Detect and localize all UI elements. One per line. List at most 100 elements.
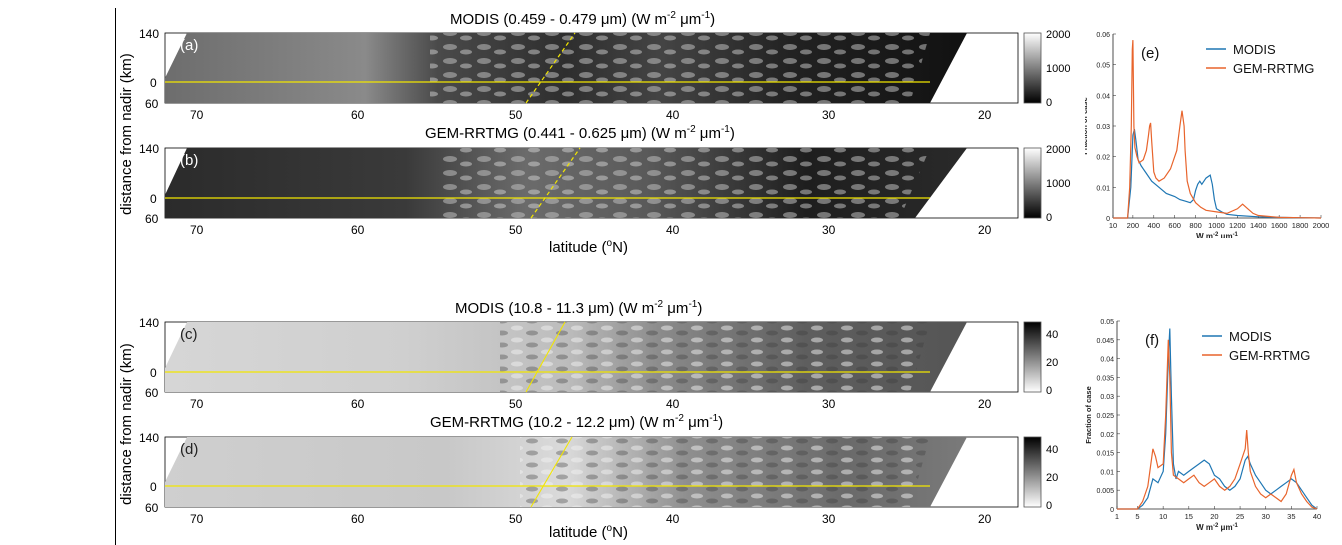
y-tick-label: 0.045 xyxy=(1096,338,1114,345)
lat-tick-70: 70 xyxy=(190,397,204,411)
ytick-b-140: 140 xyxy=(139,142,160,156)
colorbar-b xyxy=(1023,147,1042,219)
x-tick-label: 15 xyxy=(1185,512,1193,521)
cb-b-tick-mid: 1000 xyxy=(1046,178,1071,190)
x-tick-label: 5 xyxy=(1135,512,1139,521)
y-tick-label: 0.025 xyxy=(1096,413,1114,420)
y-tick-label: 0.03 xyxy=(1100,394,1114,401)
colorbar-d xyxy=(1023,436,1042,508)
panel-b-image xyxy=(164,147,1019,219)
lat-tick-20: 20 xyxy=(978,512,992,526)
lat-tick-50: 50 xyxy=(509,108,523,122)
panel-d-title: GEM-RRTMG (10.2 - 12.2 μm) (W m-2 μm-1) xyxy=(430,413,724,431)
lat-tick-60: 60 xyxy=(351,223,365,237)
lat-tick-30: 30 xyxy=(822,223,836,237)
x-tick-label: 1600 xyxy=(1271,221,1288,230)
panel-c-label: (c) xyxy=(180,326,198,343)
ytick-d-140: 140 xyxy=(139,431,160,445)
y-tick-label: 0.005 xyxy=(1096,488,1114,495)
ytick-d-60: 60 xyxy=(145,501,159,515)
cb-a-tick-mid: 1000 xyxy=(1046,63,1071,75)
lat-tick-70: 70 xyxy=(190,108,204,122)
ytick-b-60: 60 xyxy=(145,212,159,226)
x-tick-label: 40 xyxy=(1313,512,1321,521)
cb-c-tick-bot: 0 xyxy=(1046,385,1053,397)
lat-tick-20: 20 xyxy=(978,397,992,411)
y-axis-label-bottom: distance from nadir (km) xyxy=(118,343,135,505)
x-tick-label: 2000 xyxy=(1313,221,1330,230)
x-tick-label: 10 xyxy=(1109,221,1117,230)
series-line-gem-rrtmg xyxy=(1117,339,1318,510)
y-tick-label: 0.02 xyxy=(1096,155,1110,162)
x-tick-label: 1200 xyxy=(1229,221,1246,230)
ytick-a-60: 60 xyxy=(145,97,159,111)
lat-tick-30: 30 xyxy=(822,108,836,122)
ytick-b-0: 0 xyxy=(150,192,157,206)
cb-c-tick-mid: 20 xyxy=(1046,357,1059,369)
y-tick-label: 0.03 xyxy=(1096,124,1110,131)
x-tick-label: 600 xyxy=(1168,221,1181,230)
panel-a-label: (a) xyxy=(180,37,199,54)
colorbar-a xyxy=(1023,32,1042,104)
x-axis-label: W m-2 μm-1 xyxy=(1196,232,1238,238)
lat-tick-60: 60 xyxy=(351,397,365,411)
y-tick-label: 0.05 xyxy=(1100,319,1114,326)
histogram-chart-e: 0 0.01 0.02 0.03 0.04 0.05 0.06 10 200 400 600 800 1… xyxy=(1085,32,1330,238)
y-tick-label: 0 xyxy=(1106,216,1110,223)
histogram-chart-f: 0 0.005 0.01 0.015 0.02 0.025 0.03 0.035 0.04 0.0… xyxy=(1085,319,1321,532)
ytick-c-60: 60 xyxy=(145,386,159,400)
panel-d-label: (d) xyxy=(180,441,199,458)
x-tick-label: 20 xyxy=(1210,512,1218,521)
series-line-gem-rrtmg xyxy=(1113,40,1322,219)
x-tick-label: 30 xyxy=(1262,512,1270,521)
x-axis-label-bottom: latitude (oN) xyxy=(549,523,628,541)
panel-b-title: GEM-RRTMG (0.441 - 0.625 μm) (W m-2 μm-1… xyxy=(425,124,735,142)
cb-d-tick-top: 40 xyxy=(1046,444,1059,456)
lat-tick-70: 70 xyxy=(190,223,204,237)
lat-tick-50: 50 xyxy=(509,512,523,526)
lat-tick-30: 30 xyxy=(822,512,836,526)
x-tick-label: 1 xyxy=(1115,512,1119,521)
panel-d-image xyxy=(164,436,1019,508)
cb-d-tick-mid: 20 xyxy=(1046,472,1059,484)
y-tick-label: 0.04 xyxy=(1100,357,1114,364)
legend-label: GEM-RRTMG xyxy=(1233,61,1314,76)
y-tick-label: 0.035 xyxy=(1096,375,1114,382)
ytick-c-140: 140 xyxy=(139,316,160,330)
y-tick-label: 0.015 xyxy=(1096,451,1114,458)
y-tick-label: 0.01 xyxy=(1096,185,1110,192)
lat-tick-20: 20 xyxy=(978,108,992,122)
cb-a-tick-top: 2000 xyxy=(1046,29,1071,41)
lat-tick-50: 50 xyxy=(509,223,523,237)
x-tick-label: 10 xyxy=(1159,512,1167,521)
y-tick-label: 0.05 xyxy=(1096,63,1110,70)
lat-tick-50: 50 xyxy=(509,397,523,411)
cb-a-tick-bot: 0 xyxy=(1046,97,1053,109)
panel-a-image xyxy=(164,32,1019,104)
colorbar-c xyxy=(1023,321,1042,393)
ytick-a-140: 140 xyxy=(139,27,160,41)
panel-b-label: (b) xyxy=(180,152,199,169)
panel-label: (f) xyxy=(1145,332,1159,349)
series-line-modis xyxy=(1113,128,1322,219)
ytick-d-0: 0 xyxy=(150,480,157,494)
y-tick-label: 0.06 xyxy=(1096,32,1110,39)
x-tick-label: 1000 xyxy=(1208,221,1225,230)
x-tick-label: 200 xyxy=(1127,221,1140,230)
x-axis-label-top: latitude (oN) xyxy=(549,238,628,256)
panel-a-title: MODIS (0.459 - 0.479 μm) (W m-2 μm-1) xyxy=(450,10,716,28)
x-tick-label: 1800 xyxy=(1292,221,1309,230)
x-tick-label: 1400 xyxy=(1250,221,1267,230)
ytick-a-0: 0 xyxy=(150,76,157,90)
lat-tick-40: 40 xyxy=(666,512,680,526)
lat-tick-40: 40 xyxy=(666,397,680,411)
x-axis-label: W m-2 μm-1 xyxy=(1196,523,1238,532)
x-tick-label: 35 xyxy=(1287,512,1295,521)
x-tick-label: 400 xyxy=(1148,221,1161,230)
lat-tick-20: 20 xyxy=(978,223,992,237)
panel-label: (e) xyxy=(1141,45,1159,62)
legend-label: MODIS xyxy=(1229,329,1272,344)
lat-tick-30: 30 xyxy=(822,397,836,411)
x-tick-label: 25 xyxy=(1236,512,1244,521)
